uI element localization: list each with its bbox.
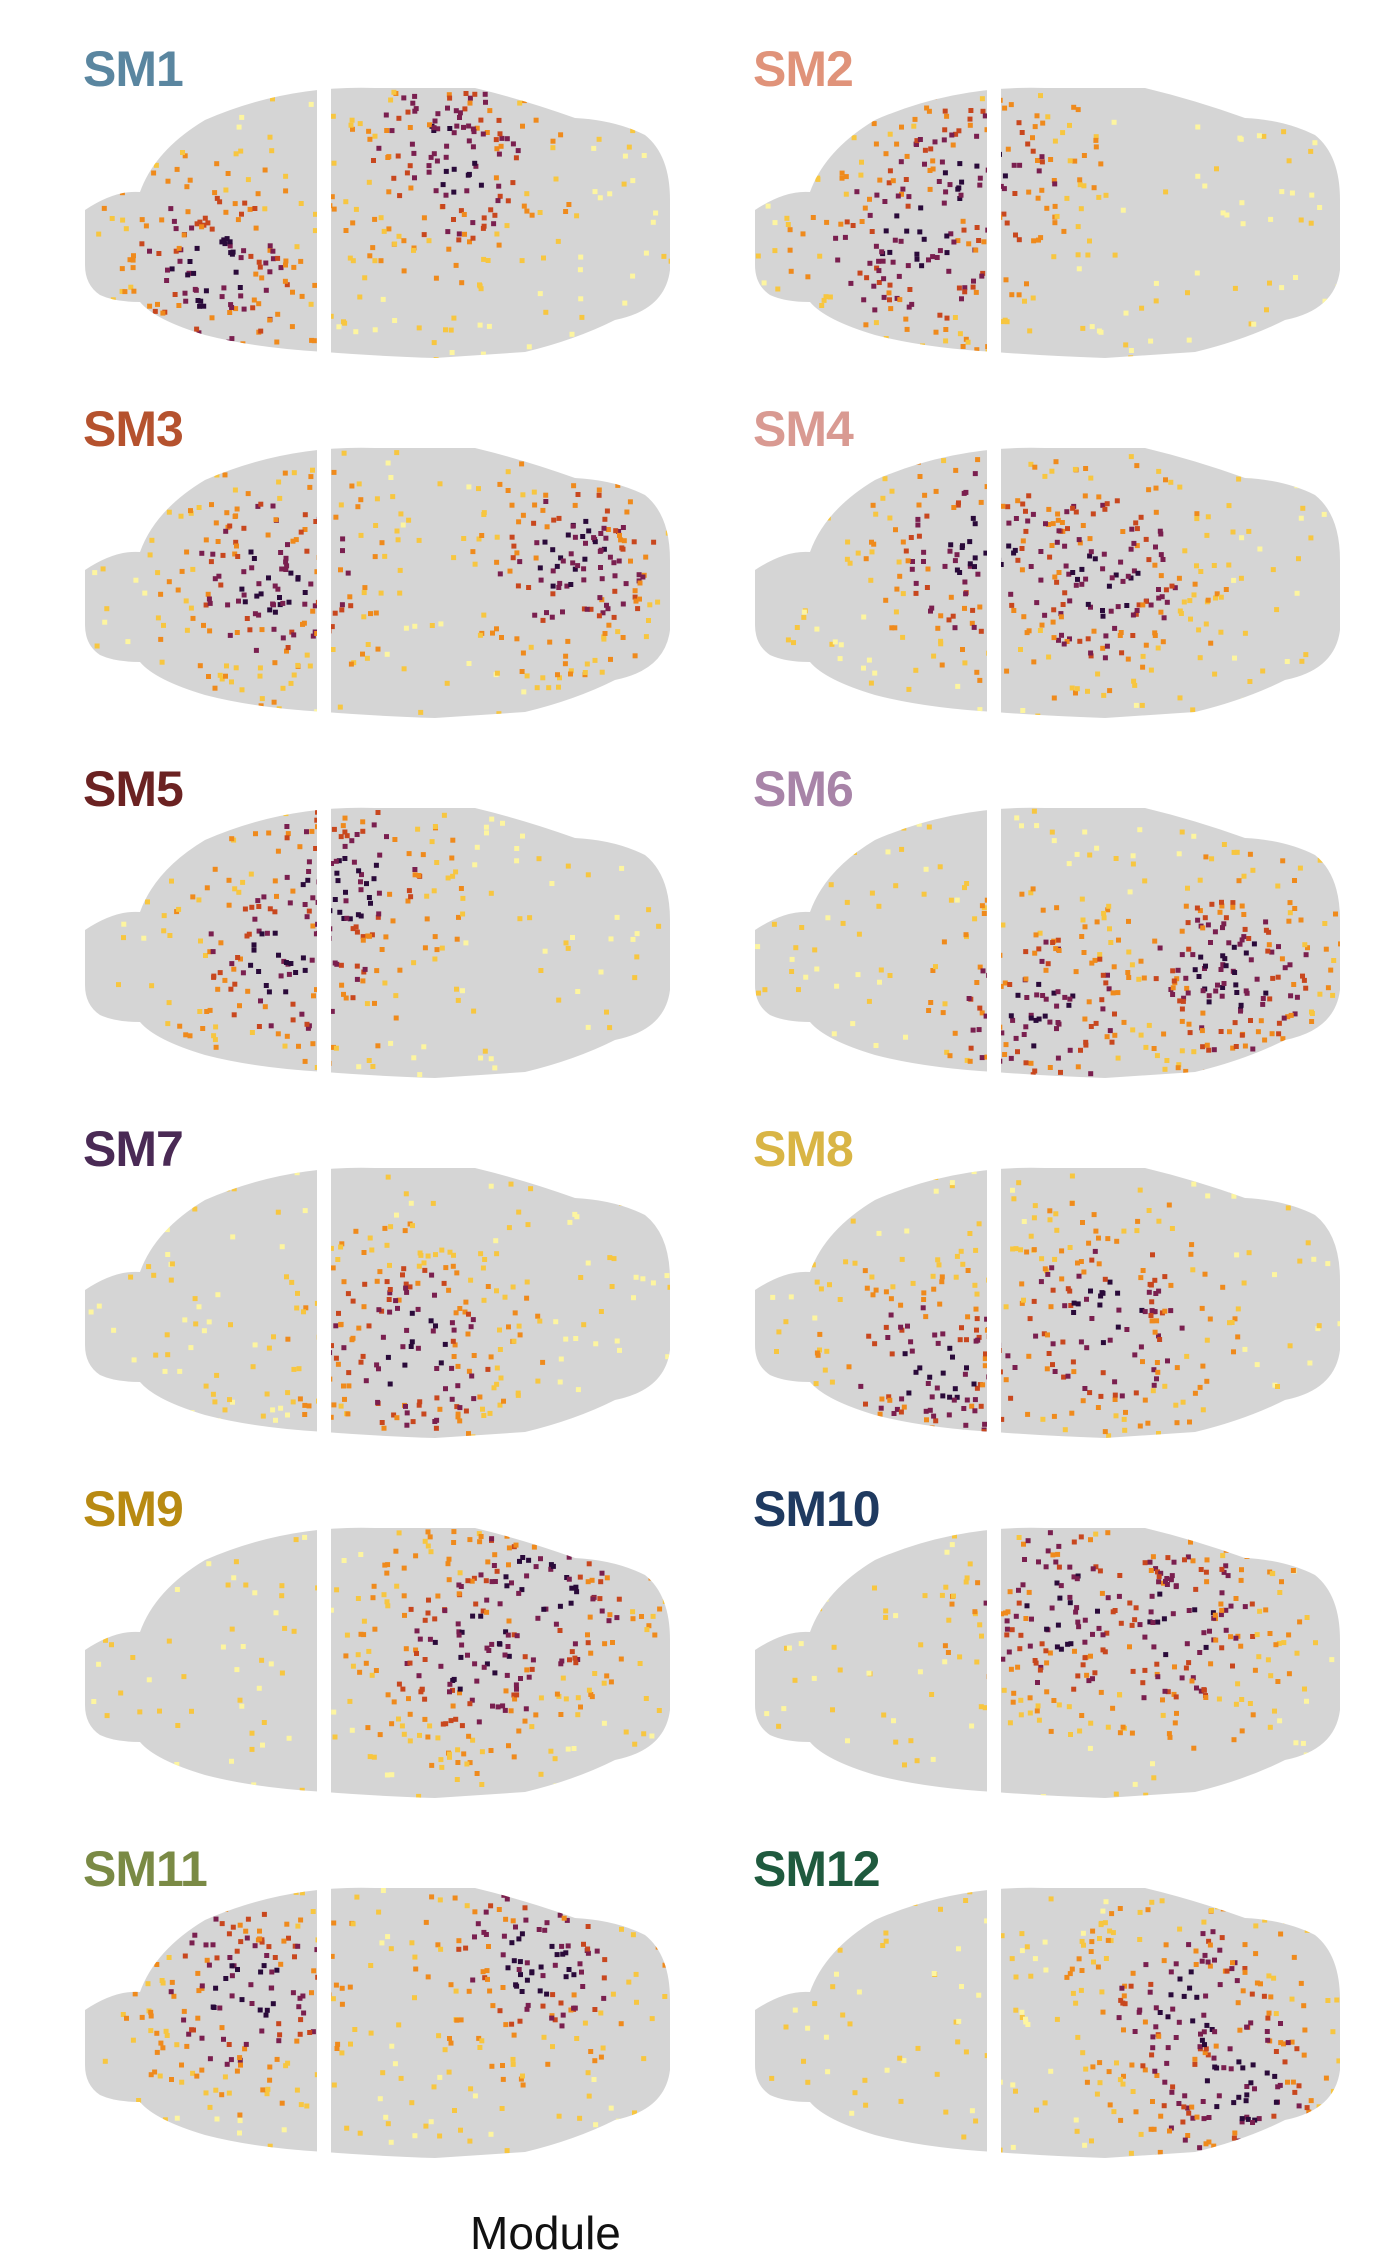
expression-spots — [85, 809, 670, 1079]
brain-tissue-outline — [755, 447, 1340, 718]
module-label: SM4 — [753, 401, 854, 457]
section-divider — [987, 1880, 1001, 2170]
expression-spots — [88, 448, 670, 719]
section-divider — [987, 80, 1001, 370]
brain-section-map — [755, 1160, 1340, 1450]
module-panel-sm11: SM11 — [55, 1840, 695, 2170]
module-label: SM3 — [83, 401, 184, 457]
module-label: SM8 — [753, 1121, 854, 1177]
module-label: SM10 — [753, 1481, 881, 1537]
brain-section-map — [755, 800, 1340, 1090]
brain-section-map — [755, 440, 1340, 730]
expression-spots — [755, 449, 1333, 719]
brain-tissue-outline — [85, 1887, 670, 2158]
section-divider — [317, 80, 331, 370]
module-label: SM5 — [83, 761, 184, 817]
module-label: SM7 — [83, 1121, 184, 1177]
brain-tissue-outline — [85, 1527, 670, 1798]
brain-tissue-outline — [85, 1167, 670, 1438]
brain-tissue-outline — [755, 1167, 1340, 1438]
module-label: SM6 — [753, 761, 854, 817]
brain-section-map — [85, 1520, 670, 1810]
module-panel-sm1: SM1 — [55, 40, 695, 370]
module-panel-sm4: SM4 — [725, 400, 1365, 730]
brain-section-map — [755, 1880, 1340, 2170]
brain-tissue-outline — [755, 1887, 1340, 2158]
section-divider — [317, 1160, 331, 1450]
brain-section-map — [755, 1520, 1340, 1810]
section-divider — [987, 800, 1001, 1090]
module-panel-sm7: SM7 — [55, 1120, 695, 1450]
module-label: SM12 — [753, 1841, 881, 1897]
brain-tissue-outline — [85, 807, 670, 1078]
module-panel-sm2: SM2 — [725, 40, 1365, 370]
section-divider — [317, 1520, 331, 1810]
module-panel-sm10: SM10 — [725, 1480, 1365, 1810]
brain-section-map — [85, 800, 670, 1090]
module-label: SM9 — [83, 1481, 184, 1537]
module-panel-sm6: SM6 — [725, 760, 1365, 1090]
section-divider — [987, 1520, 1001, 1810]
module-label: SM11 — [83, 1841, 208, 1897]
section-divider — [987, 440, 1001, 730]
brain-section-map — [85, 1160, 670, 1450]
brain-section-map — [85, 1880, 670, 2170]
module-panel-sm3: SM3 — [55, 400, 695, 730]
module-panel-sm5: SM5 — [55, 760, 695, 1090]
brain-tissue-outline — [755, 87, 1340, 358]
section-divider — [317, 1880, 331, 2170]
module-panel-sm12: SM12 — [725, 1840, 1365, 2170]
brain-section-map — [85, 440, 670, 730]
expression-spots — [86, 1529, 668, 1799]
brain-tissue-outline — [85, 87, 670, 358]
module-label: SM2 — [753, 41, 854, 97]
brain-section-map — [755, 80, 1340, 370]
footer-label: Module — [470, 2207, 621, 2259]
section-divider — [317, 440, 331, 730]
brain-tissue-outline — [85, 447, 670, 718]
module-panel-sm9: SM9 — [55, 1480, 695, 1810]
module-label: SM1 — [83, 41, 184, 97]
module-panel-sm8: SM8 — [725, 1120, 1365, 1450]
section-divider — [317, 800, 331, 1090]
brain-section-map — [85, 80, 670, 370]
section-divider — [987, 1160, 1001, 1450]
